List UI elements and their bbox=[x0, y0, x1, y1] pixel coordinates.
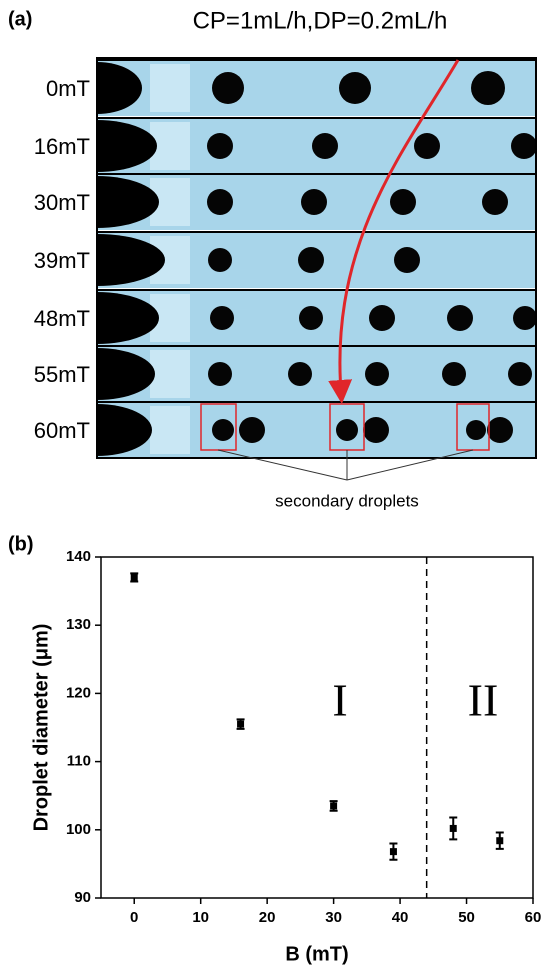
meniscus bbox=[97, 348, 155, 400]
region-label: II bbox=[468, 675, 499, 726]
meniscus bbox=[97, 176, 159, 228]
meniscus bbox=[97, 292, 159, 344]
y-tick-label: 110 bbox=[67, 753, 91, 770]
row-label: 39mT bbox=[34, 248, 90, 273]
panel-label: (b) bbox=[8, 533, 34, 555]
droplet bbox=[239, 417, 265, 443]
droplet bbox=[210, 306, 234, 330]
droplet bbox=[336, 419, 358, 441]
droplet bbox=[394, 247, 420, 273]
droplet bbox=[508, 362, 532, 386]
y-tick-label: 130 bbox=[66, 616, 91, 633]
x-tick-label: 40 bbox=[392, 909, 409, 926]
plot-frame bbox=[100, 556, 534, 899]
y-axis-label: Droplet diameter (μm) bbox=[30, 624, 52, 832]
x-tick-label: 30 bbox=[325, 909, 342, 926]
droplet bbox=[414, 133, 440, 159]
arrow bbox=[328, 59, 460, 404]
marker bbox=[389, 848, 397, 856]
droplet bbox=[207, 189, 233, 215]
meniscus bbox=[97, 404, 152, 456]
x-axis-label: B (mT) bbox=[285, 943, 348, 965]
droplet bbox=[466, 420, 486, 440]
y-tick-label: 90 bbox=[74, 889, 91, 906]
image-rows: 0mT 16mT 30mT 39mT 48mT 55mT 60mT bbox=[34, 57, 537, 459]
marker bbox=[330, 802, 338, 810]
image-area bbox=[97, 60, 536, 458]
droplet bbox=[299, 306, 323, 330]
droplet bbox=[369, 305, 395, 331]
droplet bbox=[212, 72, 244, 104]
panel-title: CP=1mL/h,DP=0.2mL/h bbox=[193, 7, 448, 34]
row-label: 0mT bbox=[46, 76, 90, 101]
marker bbox=[237, 720, 245, 728]
image-frame bbox=[96, 57, 537, 459]
droplet bbox=[511, 133, 536, 159]
droplet bbox=[208, 362, 232, 386]
marker bbox=[130, 573, 138, 581]
marker bbox=[496, 837, 504, 845]
row-label: 55mT bbox=[34, 362, 90, 387]
plot: 90 100 110 120 130 140 0 10 20 30 40 50 60 B (mT) Drop… bbox=[30, 548, 541, 965]
droplet bbox=[442, 362, 466, 386]
channel-marking bbox=[150, 406, 190, 454]
x-tick-label: 0 bbox=[130, 909, 138, 926]
droplet bbox=[390, 189, 416, 215]
callout-lines bbox=[217, 449, 474, 481]
x-tick-label: 50 bbox=[458, 909, 475, 926]
channel-marking bbox=[150, 64, 190, 112]
droplet bbox=[301, 189, 327, 215]
meniscus bbox=[97, 62, 142, 114]
x-tick-label: 60 bbox=[525, 909, 542, 926]
droplet bbox=[363, 417, 389, 443]
meniscus bbox=[97, 234, 165, 286]
droplet bbox=[212, 419, 234, 441]
row-label: 16mT bbox=[34, 134, 90, 159]
droplet bbox=[365, 362, 389, 386]
droplet bbox=[208, 248, 232, 272]
channel-marking bbox=[150, 350, 190, 398]
droplet bbox=[447, 305, 473, 331]
annotation: secondary droplets bbox=[275, 491, 419, 510]
droplet bbox=[288, 362, 312, 386]
panel-label: (a) bbox=[8, 8, 32, 30]
row-label: 60mT bbox=[34, 418, 90, 443]
droplet bbox=[482, 189, 508, 215]
droplet bbox=[487, 417, 513, 443]
region-label: I bbox=[332, 675, 347, 726]
droplet bbox=[312, 133, 338, 159]
y-tick-label: 140 bbox=[66, 548, 91, 565]
droplet bbox=[513, 306, 536, 330]
marker bbox=[449, 824, 457, 832]
row-label: 48mT bbox=[34, 306, 90, 331]
droplet bbox=[471, 71, 505, 105]
meniscus bbox=[97, 120, 157, 172]
y-tick-label: 120 bbox=[66, 684, 91, 701]
x-tick-label: 20 bbox=[259, 909, 276, 926]
y-tick-label: 100 bbox=[66, 821, 91, 838]
droplet bbox=[339, 72, 371, 104]
droplet bbox=[207, 133, 233, 159]
x-tick-label: 10 bbox=[192, 909, 209, 926]
row-label: 30mT bbox=[34, 190, 90, 215]
droplet bbox=[298, 247, 324, 273]
